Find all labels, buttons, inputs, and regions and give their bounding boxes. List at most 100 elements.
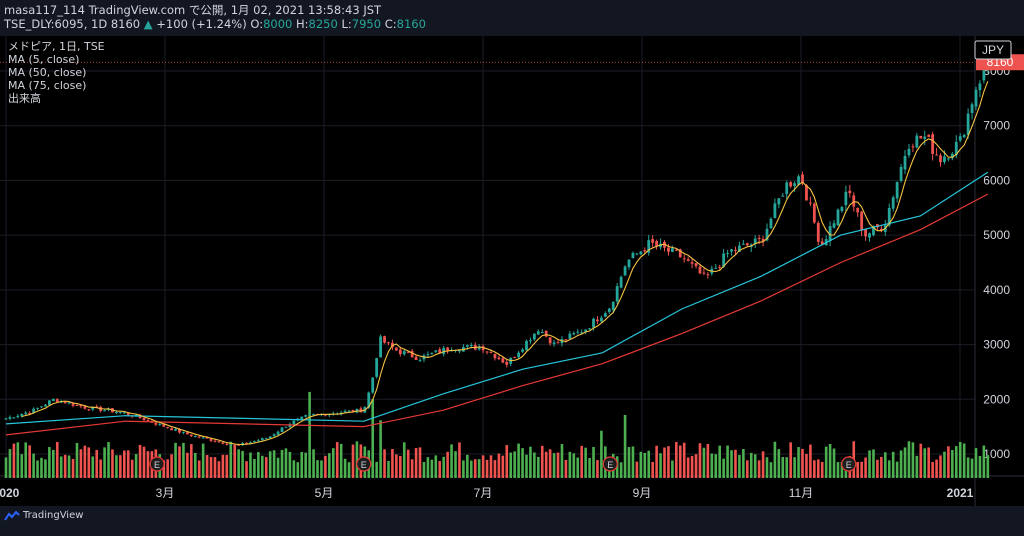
candle-body bbox=[4, 418, 8, 420]
candle-body bbox=[915, 135, 919, 148]
volume-bar bbox=[280, 449, 284, 478]
candle-body bbox=[95, 406, 99, 408]
volume-bar bbox=[371, 399, 375, 478]
volume-bar bbox=[497, 453, 501, 478]
earnings-marker-label: E bbox=[154, 460, 160, 470]
volume-bar bbox=[789, 442, 792, 478]
volume-bar bbox=[193, 452, 197, 478]
candle-body bbox=[631, 252, 635, 259]
candle-body bbox=[24, 412, 28, 414]
candle-body bbox=[978, 83, 982, 91]
candle-body bbox=[655, 240, 659, 247]
candle-body bbox=[643, 250, 647, 252]
candle-body bbox=[745, 243, 749, 246]
candle-body bbox=[887, 207, 891, 226]
volume-bar bbox=[138, 444, 142, 478]
candle-body bbox=[572, 333, 576, 335]
volume-bar bbox=[777, 449, 781, 478]
volume-bar bbox=[272, 450, 276, 478]
volume-bar bbox=[477, 459, 481, 478]
candle-body bbox=[769, 218, 773, 229]
volume-bar bbox=[773, 441, 777, 478]
volume-bar bbox=[947, 446, 950, 478]
candle-body bbox=[47, 400, 51, 405]
indicator-legend: メドピア, 1日, TSE MA (5, close) MA (50, clos… bbox=[8, 40, 105, 105]
volume-bar bbox=[40, 457, 43, 478]
volume-bar bbox=[324, 455, 327, 478]
price-tick-label: 7000 bbox=[983, 119, 1010, 133]
volume-bar bbox=[48, 447, 51, 478]
candle-body bbox=[667, 247, 670, 252]
price-chart[interactable]: 1000200030004000500060007000800020203月5月… bbox=[0, 36, 1024, 506]
volume-bar bbox=[44, 459, 47, 478]
earnings-marker-label: E bbox=[846, 460, 852, 470]
candle-body bbox=[497, 357, 501, 360]
candle-body bbox=[899, 166, 903, 181]
legend-ma5[interactable]: MA (5, close) bbox=[8, 53, 80, 66]
volume-bar bbox=[95, 449, 98, 478]
volume-bar bbox=[509, 452, 513, 478]
volume-bar bbox=[4, 457, 8, 478]
candle-body bbox=[197, 436, 201, 438]
volume-bar bbox=[714, 454, 718, 478]
legend-ma50[interactable]: MA (50, close) bbox=[8, 66, 87, 79]
time-tick-label: 5月 bbox=[315, 486, 334, 500]
volume-bar bbox=[399, 455, 402, 478]
candle-body bbox=[245, 442, 248, 444]
legend-ma75[interactable]: MA (75, close) bbox=[8, 79, 87, 92]
candle-body bbox=[907, 148, 911, 156]
volume-bar bbox=[107, 442, 110, 478]
candle-body bbox=[272, 434, 276, 437]
volume-bar bbox=[146, 451, 150, 478]
candle-body bbox=[730, 249, 733, 252]
candle-body bbox=[233, 444, 237, 446]
earnings-marker: E bbox=[149, 456, 165, 472]
volume-bar bbox=[383, 449, 386, 478]
volume-bar bbox=[738, 455, 741, 478]
candle-body bbox=[170, 428, 174, 431]
volume-bar bbox=[521, 448, 524, 478]
candle-body bbox=[36, 407, 39, 409]
candle-body bbox=[83, 406, 87, 409]
candle-body bbox=[576, 331, 580, 333]
candle-body bbox=[864, 229, 867, 237]
candle-body bbox=[71, 403, 75, 406]
volume-bar bbox=[458, 442, 461, 478]
candle-body bbox=[122, 412, 126, 414]
candle-body bbox=[698, 266, 702, 274]
candle-body bbox=[647, 240, 651, 253]
candle-body bbox=[430, 352, 434, 354]
volume-bar bbox=[410, 459, 414, 478]
legend-title[interactable]: メドピア, 1日, TSE bbox=[8, 40, 105, 53]
earnings-marker-circle bbox=[602, 456, 618, 472]
volume-bar bbox=[749, 452, 753, 478]
tradingview-logo[interactable]: TradingView bbox=[4, 510, 83, 521]
candle-body bbox=[919, 135, 923, 139]
volume-bar bbox=[375, 461, 378, 478]
candle-body bbox=[256, 440, 260, 442]
volume-bar bbox=[16, 442, 20, 478]
volume-bar bbox=[142, 446, 146, 478]
legend-volume[interactable]: 出来高 bbox=[8, 92, 41, 105]
candle-body bbox=[284, 426, 288, 428]
volume-bar bbox=[32, 453, 35, 478]
volume-bar bbox=[525, 454, 528, 478]
volume-bar bbox=[162, 460, 166, 478]
candle-body bbox=[765, 228, 769, 241]
volume-bar bbox=[513, 451, 516, 478]
candle-body bbox=[820, 241, 824, 245]
candle-body bbox=[895, 181, 899, 199]
candle-body bbox=[832, 223, 836, 228]
volume-bar bbox=[686, 457, 690, 478]
volume-bar bbox=[694, 454, 698, 478]
volume-bar bbox=[87, 447, 91, 478]
volume-bar bbox=[556, 452, 560, 478]
volume-bar bbox=[911, 442, 915, 478]
volume-bar bbox=[962, 443, 966, 478]
volume-bar bbox=[99, 459, 102, 478]
volume-bar bbox=[402, 442, 406, 478]
volume-bar bbox=[872, 449, 875, 478]
volume-bar bbox=[186, 452, 189, 478]
candle-body bbox=[8, 417, 12, 419]
candle-body bbox=[158, 423, 162, 425]
